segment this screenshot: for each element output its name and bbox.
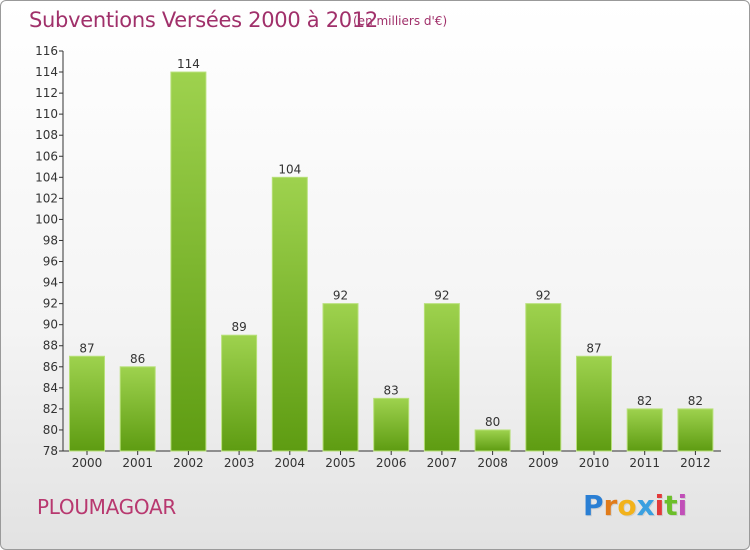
y-tick-label: 114 <box>35 65 58 79</box>
data-label: 82 <box>637 394 652 408</box>
y-tick-label: 96 <box>43 255 58 269</box>
bar <box>322 303 359 452</box>
x-tick-label: 2001 <box>122 456 153 470</box>
bar <box>626 408 663 452</box>
logo-letter: o <box>617 489 637 522</box>
x-tick-label: 2002 <box>173 456 204 470</box>
data-label: 92 <box>434 289 449 303</box>
logo-letter: i <box>654 489 665 522</box>
y-tick-label: 98 <box>43 233 58 247</box>
y-tick-label: 108 <box>35 128 58 142</box>
data-label: 82 <box>688 394 703 408</box>
bar <box>170 71 207 452</box>
bar <box>576 355 612 452</box>
y-tick-label: 78 <box>43 444 58 458</box>
y-tick-label: 88 <box>43 339 58 353</box>
commune-name: PLOUMAGOAR <box>37 495 176 519</box>
y-tick-label: 90 <box>43 318 58 332</box>
bar <box>373 397 410 452</box>
data-label: 89 <box>231 320 246 334</box>
logo-letter: x <box>636 489 655 522</box>
x-tick-label: 2010 <box>579 456 610 470</box>
logo-letter: t <box>664 489 678 522</box>
y-tick-label: 100 <box>35 212 58 226</box>
y-tick-label: 116 <box>35 44 58 58</box>
data-label: 104 <box>278 162 301 176</box>
y-tick-label: 102 <box>35 191 58 205</box>
chart-title: Subventions Versées 2000 à 2012 <box>29 8 378 32</box>
y-tick-label: 82 <box>43 402 58 416</box>
bar <box>271 176 308 452</box>
x-tick-label: 2009 <box>528 456 559 470</box>
x-tick-label: 2004 <box>275 456 306 470</box>
x-tick-label: 2011 <box>629 456 660 470</box>
data-label: 87 <box>79 341 94 355</box>
bar <box>525 303 562 452</box>
chart-subtitle: (en milliers d'€) <box>353 14 448 28</box>
data-label: 92 <box>333 289 348 303</box>
x-tick-label: 2005 <box>325 456 356 470</box>
x-tick-label: 2012 <box>680 456 711 470</box>
data-label: 83 <box>384 383 399 397</box>
y-tick-label: 94 <box>43 276 58 290</box>
logo-letter: r <box>603 489 618 522</box>
x-tick-label: 2003 <box>224 456 255 470</box>
data-label: 86 <box>130 352 145 366</box>
logo-letter: P <box>583 489 604 522</box>
y-tick-label: 86 <box>43 360 58 374</box>
y-tick-label: 106 <box>35 149 58 163</box>
y-tick-label: 104 <box>35 170 58 184</box>
x-tick-label: 2008 <box>477 456 508 470</box>
data-label: 87 <box>586 341 601 355</box>
y-tick-label: 112 <box>35 86 58 100</box>
data-label: 80 <box>485 415 500 429</box>
data-label: 92 <box>536 289 551 303</box>
bar <box>423 303 460 452</box>
x-tick-label: 2006 <box>376 456 407 470</box>
bar <box>474 429 511 452</box>
x-tick-label: 2007 <box>427 456 458 470</box>
bar <box>221 334 258 452</box>
y-tick-label: 80 <box>43 423 58 437</box>
data-label: 114 <box>177 57 200 71</box>
logo-letter: i <box>677 489 688 522</box>
y-tick-label: 84 <box>43 381 58 395</box>
proxiti-logo: Proxiti <box>583 489 687 522</box>
bar <box>69 355 105 452</box>
x-tick-label: 2000 <box>72 456 103 470</box>
bar <box>119 366 156 452</box>
bar <box>677 408 714 452</box>
y-tick-label: 92 <box>43 297 58 311</box>
y-tick-label: 110 <box>35 107 58 121</box>
